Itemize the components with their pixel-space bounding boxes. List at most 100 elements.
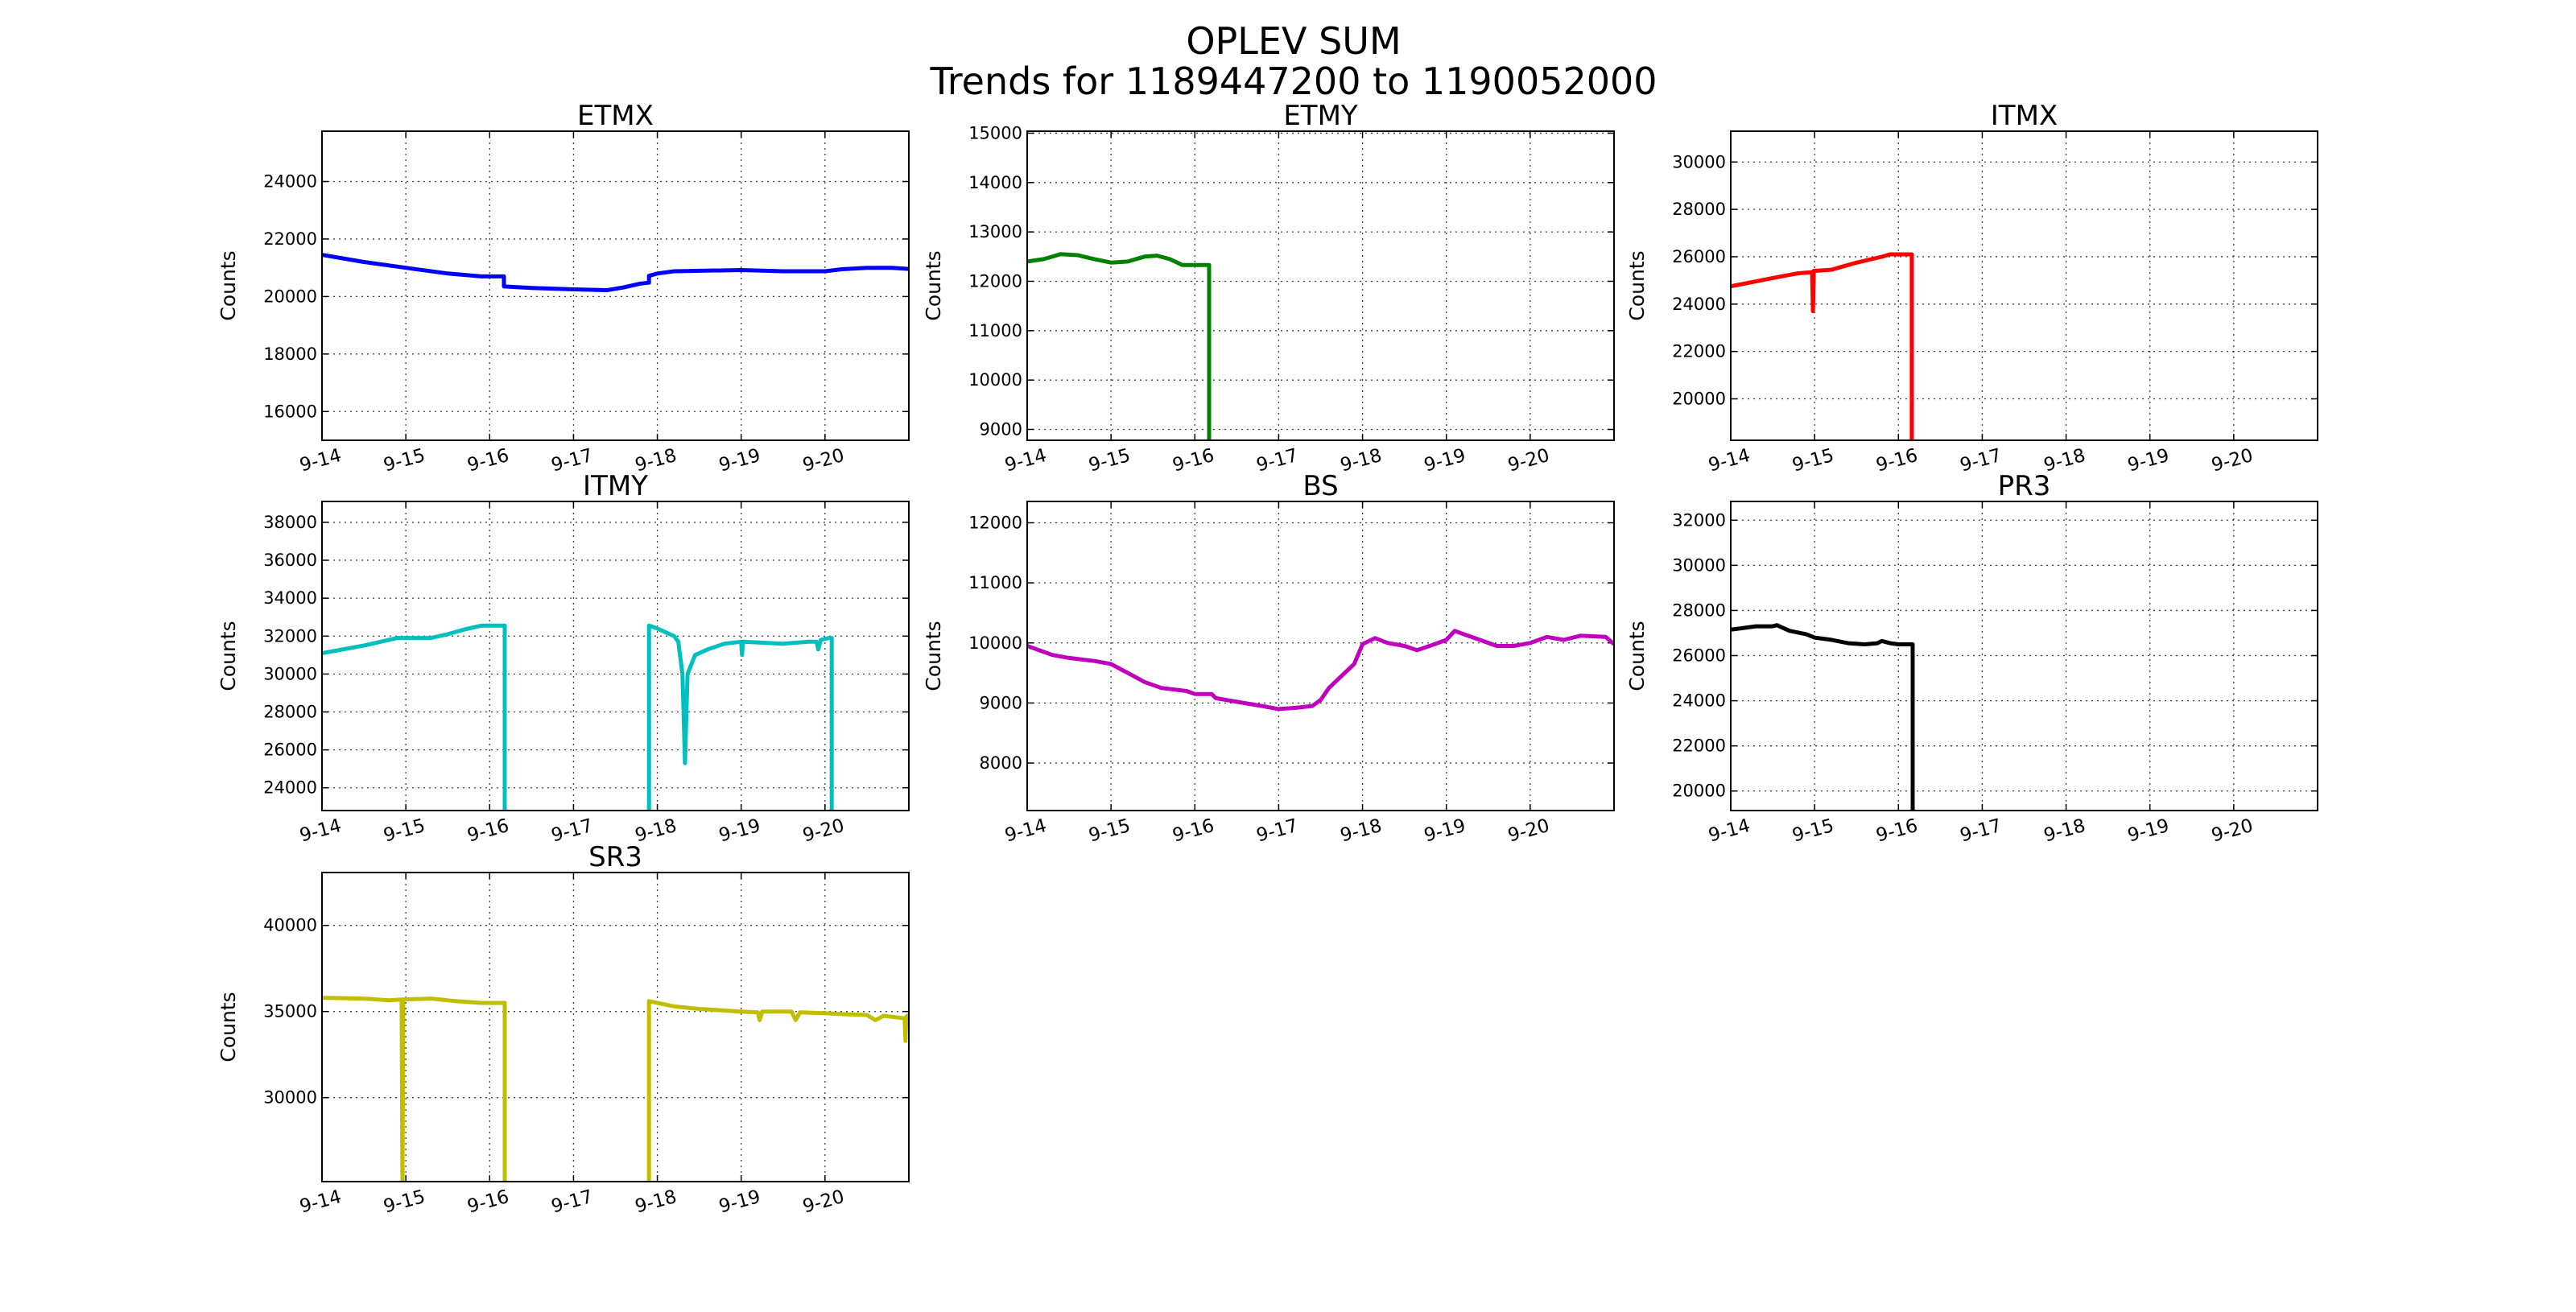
x-tick-label: 9-14 [1707, 815, 1752, 847]
x-tick-label: 9-14 [298, 815, 344, 847]
x-tick-label: 9-20 [2209, 815, 2255, 847]
y-tick-label: 30000 [1672, 555, 1726, 575]
panel-itmy: 24000 26000 28000 30000 32000 34000 36000 38000… [217, 470, 910, 847]
x-tick-label: 9-15 [382, 1186, 427, 1218]
x-tick-label: 9-14 [298, 1186, 344, 1218]
y-tick-label: 36000 [263, 551, 317, 570]
x-tick-label: 9-18 [1338, 445, 1384, 477]
x-tick-label: 9-16 [1874, 445, 1920, 477]
panel-title: PR3 [1998, 470, 2051, 502]
x-tick-label: 9-19 [1422, 445, 1468, 477]
panel-title: ETMX [577, 100, 654, 132]
x-tick-label: 9-18 [1338, 815, 1384, 847]
x-tick-label: 9-15 [1790, 815, 1836, 847]
y-tick-label: 16000 [263, 402, 317, 421]
y-tick-label: 35000 [263, 1002, 317, 1021]
y-tick-label: 14000 [968, 173, 1022, 192]
y-axis-label: Counts [922, 621, 945, 691]
y-tick-label: 24000 [263, 172, 317, 192]
y-tick-label: 20000 [1672, 782, 1726, 801]
y-tick-label: 11000 [968, 573, 1022, 592]
y-tick-label: 38000 [263, 513, 317, 532]
y-axis-label: Counts [217, 250, 240, 320]
series-line-itmy [322, 623, 834, 811]
x-tick-label: 9-15 [382, 445, 427, 477]
x-tick-label: 9-16 [1170, 445, 1216, 477]
x-tick-label: 9-16 [465, 445, 511, 477]
y-tick-label: 34000 [263, 588, 317, 608]
x-tick-label: 9-15 [1087, 445, 1133, 477]
x-tick-label: 9-20 [1505, 815, 1551, 847]
y-tick-label: 9000 [980, 693, 1022, 712]
x-tick-label: 9-20 [2209, 445, 2255, 477]
x-tick-label: 9-20 [800, 445, 846, 477]
y-tick-label: 40000 [263, 916, 317, 935]
x-tick-label: 9-20 [1505, 445, 1551, 477]
y-tick-label: 20000 [1672, 390, 1726, 409]
panel-title: SR3 [588, 841, 642, 873]
plot-frame [321, 501, 910, 811]
x-tick-label: 9-18 [633, 1186, 679, 1218]
x-tick-label: 9-19 [2125, 445, 2171, 477]
y-tick-label: 18000 [263, 345, 317, 364]
x-tick-label: 9-20 [800, 815, 846, 847]
series-line-bs [1027, 629, 1614, 712]
y-tick-label: 22000 [1672, 342, 1726, 361]
figure-title-line1: OPLEV SUM [1186, 19, 1401, 63]
x-tick-label: 9-14 [1003, 815, 1049, 847]
series-line-etmy [1027, 252, 1212, 440]
plot-frame [1730, 130, 2318, 441]
panel-title: ETMY [1283, 100, 1358, 132]
x-tick-label: 9-17 [1254, 445, 1300, 477]
panel-bs: 8000 9000 10000 11000 12000 9-14 9-15 9-16 9-17 9… [922, 470, 1615, 847]
x-tick-label: 9-16 [465, 815, 511, 847]
x-tick-label: 9-16 [1874, 815, 1920, 847]
plot-frame [321, 872, 910, 1182]
panels: 16000 18000 20000 22000 24000 9-14 9-15 9-16 9-1… [217, 100, 2318, 1218]
plot-frame [1026, 501, 1615, 811]
series-line-sr3 [322, 996, 909, 1182]
y-tick-label: 11000 [968, 321, 1022, 340]
x-tick-label: 9-19 [2125, 815, 2171, 847]
series-line-pr3 [1731, 623, 1915, 811]
figure-title-line2: Trends for 1189447200 to 1190052000 [929, 60, 1657, 103]
x-tick-label: 9-16 [1170, 815, 1216, 847]
y-tick-label: 12000 [968, 513, 1022, 532]
panel-etmx: 16000 18000 20000 22000 24000 9-14 9-15 9-16 9-1… [217, 100, 910, 477]
plot-frame [321, 130, 910, 441]
y-tick-label: 22000 [263, 229, 317, 249]
x-tick-label: 9-14 [1003, 445, 1049, 477]
y-tick-label: 9000 [980, 420, 1022, 439]
y-tick-label: 28000 [1672, 600, 1726, 620]
y-tick-label: 24000 [1672, 691, 1726, 711]
y-tick-label: 28000 [1672, 200, 1726, 219]
x-tick-label: 9-20 [800, 1186, 846, 1218]
y-tick-label: 24000 [263, 778, 317, 798]
x-tick-label: 9-17 [549, 1186, 595, 1218]
y-tick-label: 28000 [263, 702, 317, 721]
x-tick-label: 9-18 [2041, 815, 2087, 847]
x-tick-label: 9-19 [716, 445, 762, 477]
x-tick-label: 9-14 [1707, 445, 1752, 477]
y-tick-label: 22000 [1672, 736, 1726, 756]
y-tick-label: 30000 [1672, 152, 1726, 171]
y-tick-label: 10000 [968, 633, 1022, 653]
x-tick-label: 9-19 [1422, 815, 1468, 847]
panel-title: BS [1302, 470, 1338, 502]
y-tick-label: 30000 [263, 664, 317, 683]
y-tick-label: 32000 [263, 626, 317, 646]
y-tick-label: 10000 [968, 370, 1022, 390]
panel-etmy: 9000 10000 11000 12000 13000 14000 15000 9-14 9-… [922, 100, 1615, 477]
y-tick-label: 26000 [1672, 646, 1726, 666]
x-tick-label: 9-17 [1958, 445, 2004, 477]
series-line-itmx [1731, 252, 1914, 440]
y-axis-label: Counts [217, 621, 240, 691]
plot-frame [1730, 501, 2318, 811]
y-axis-label: Counts [1625, 250, 1649, 320]
panel-itmx: 20000 22000 24000 26000 28000 30000 9-14 9-15 9-… [1625, 100, 2318, 477]
panel-title: ITMX [1991, 100, 2058, 132]
x-tick-label: 9-17 [1958, 815, 2004, 847]
x-tick-label: 9-17 [1254, 815, 1300, 847]
y-tick-label: 26000 [263, 741, 317, 760]
